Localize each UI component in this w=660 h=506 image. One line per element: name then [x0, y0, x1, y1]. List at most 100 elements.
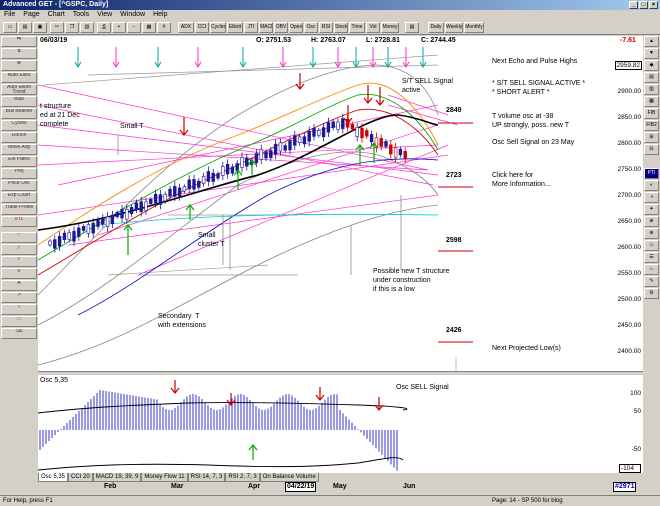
left-tool-0[interactable]: ⇆ [1, 36, 37, 47]
left-tool-text[interactable]: A [1, 280, 37, 291]
left-tool-donch[interactable]: Donch [1, 132, 37, 143]
left-tool-auto-elliot[interactable]: Auto Elliot [1, 72, 37, 83]
tool-vol[interactable]: Vol [366, 22, 380, 33]
right-tool-4[interactable]: ▥ [644, 84, 659, 95]
tab-obv[interactable]: On Balance Volume [259, 473, 319, 482]
right-tool-8[interactable]: ⊞ [644, 132, 659, 143]
chart-icon[interactable]: ▦ [142, 22, 156, 33]
right-tool-pti[interactable]: PTI [644, 168, 659, 179]
tab-macd[interactable]: MACD 19, 39, 9 [92, 473, 142, 482]
paste-icon[interactable]: ▥ [80, 22, 94, 33]
tab-rsi-2[interactable]: RSI 2, 7, 3 [225, 473, 260, 482]
open-icon[interactable]: ▤ [18, 22, 32, 33]
more-information-link[interactable]: Click here for More Information... [492, 172, 551, 188]
tool-rsi[interactable]: RSI [319, 22, 333, 33]
price-chart-pane[interactable]: 2959.82 2900.00 2850.00 2800.00 2750.00 … [38, 45, 643, 372]
grid-icon[interactable]: # [157, 22, 171, 33]
tab-money-flow[interactable]: Money Flow 11 [141, 473, 188, 482]
maximize-icon[interactable]: □ [639, 1, 648, 9]
left-tool-proj[interactable]: Proj [1, 168, 37, 179]
right-tool-11[interactable]: ◐ [644, 180, 659, 191]
tool-money-flow[interactable]: Money Flow [381, 22, 399, 33]
right-tool-5[interactable]: ▦ [644, 96, 659, 107]
tool-time-cycl[interactable]: Time Cycl [349, 22, 365, 33]
right-tool-13[interactable]: ✦ [644, 204, 659, 215]
cut-icon[interactable]: ✂ [50, 22, 64, 33]
left-tool-fib[interactable]: ≡ [1, 268, 37, 279]
tool-osc[interactable]: Osc [304, 22, 318, 33]
left-tool-arrow[interactable]: ↗ [1, 292, 37, 303]
tab-osc[interactable]: Osc 5,35 [38, 473, 69, 482]
left-tool-auto-elliott-trend[interactable]: Auto Elliott Trend [1, 84, 37, 95]
left-tool-move-avg[interactable]: Move Avg [1, 144, 37, 155]
menu-view[interactable]: View [97, 11, 113, 18]
tab-cci[interactable]: CCI 20 [68, 473, 93, 482]
left-tool-ext-paths[interactable]: Ext Paths [1, 156, 37, 167]
left-tool-price-osc[interactable]: Price Osc [1, 180, 37, 191]
right-tool-16[interactable]: ◇ [644, 240, 659, 251]
print-icon[interactable]: ⎙ [97, 22, 111, 33]
menu-window[interactable]: Window [120, 11, 146, 18]
right-tool-0[interactable]: ▲ [644, 36, 659, 47]
tool-jti[interactable]: JTI [244, 22, 258, 33]
oscillator-pane[interactable]: Osc 5,35 Osc SELL Signal 100 50 -50 -104 [38, 375, 643, 473]
left-tool-bias[interactable]: Bias [1, 96, 37, 107]
left-tool-cycles[interactable]: Cycles [1, 120, 37, 131]
right-tool-18[interactable]: ⌂ [644, 264, 659, 275]
left-tool-rect[interactable]: □ [1, 316, 37, 327]
menu-tools[interactable]: Tools [72, 11, 90, 18]
left-tool-erase[interactable]: ⌫ [1, 328, 37, 339]
timeframe-monthly[interactable]: Monthly [464, 22, 484, 33]
left-tool-hand[interactable]: ☞ [1, 232, 37, 243]
candle-body [379, 138, 383, 147]
left-tool-1[interactable]: ⇅ [1, 48, 37, 59]
tool-cycles[interactable]: Cycles [210, 22, 226, 33]
zoom-out-icon[interactable]: − [127, 22, 141, 33]
left-tool-trade-profile[interactable]: Trade Profile [1, 204, 37, 215]
right-tool-fib[interactable]: FIB [644, 108, 659, 119]
right-tool-14[interactable]: ⊕ [644, 216, 659, 227]
tool-adx[interactable]: ADX SSD [178, 22, 194, 33]
tool-cci[interactable]: CCI [195, 22, 209, 33]
right-tool-1[interactable]: ▼ [644, 48, 659, 59]
left-tool-bull-bearish[interactable]: Bull Bearish [1, 108, 37, 119]
menu-chart[interactable]: Chart [47, 11, 65, 18]
minimize-icon[interactable]: _ [629, 1, 638, 9]
candle-body [177, 187, 182, 197]
level-2598: 2598 [446, 237, 462, 244]
left-tool-line[interactable]: ╱ [1, 244, 37, 255]
new-icon[interactable]: ▭ [3, 22, 17, 33]
level-2723: 2723 [446, 172, 462, 179]
tool-stock[interactable]: Stock [334, 22, 348, 33]
tool-extra-1[interactable]: ▤ [405, 22, 419, 33]
candle-body [360, 127, 364, 139]
copy-icon[interactable]: ❐ [65, 22, 79, 33]
left-tool-xtl[interactable]: XTL [1, 216, 37, 227]
right-tool-17[interactable]: ☰ [644, 252, 659, 263]
right-tool-2[interactable]: ◆ [644, 60, 659, 71]
right-tool-15[interactable]: ⊗ [644, 228, 659, 239]
timeframe-weekly[interactable]: Weekly [445, 22, 463, 33]
right-tool-19[interactable]: ✎ [644, 276, 659, 287]
left-tool-exp-chart[interactable]: Exp Chart [1, 192, 37, 203]
right-tool-3[interactable]: ▤ [644, 72, 659, 83]
right-tool-fib2[interactable]: FIB2 [644, 120, 659, 131]
menu-page[interactable]: Page [23, 11, 40, 18]
tab-rsi-14[interactable]: RSI 14, 7, 3 [187, 473, 226, 482]
tool-elliott[interactable]: Elliott Trig [227, 22, 243, 33]
close-icon[interactable]: × [649, 1, 658, 9]
right-tool-9[interactable]: ⊟ [644, 144, 659, 155]
tool-open-int[interactable]: Open Int [289, 22, 303, 33]
left-tool-circle[interactable]: ○ [1, 304, 37, 315]
zoom-in-icon[interactable]: + [112, 22, 126, 33]
right-tool-12[interactable]: ◑ [644, 192, 659, 203]
timeframe-daily[interactable]: Daily [428, 22, 444, 33]
tool-obv[interactable]: OBV [274, 22, 288, 33]
left-tool-channel[interactable]: ⫽ [1, 256, 37, 267]
save-icon[interactable]: ▣ [33, 22, 47, 33]
left-tool-2[interactable]: ⊕ [1, 60, 37, 71]
menu-file[interactable]: File [4, 11, 16, 18]
menu-help[interactable]: Help [153, 11, 168, 18]
tool-macd[interactable]: MACD [259, 22, 273, 33]
right-tool-20[interactable]: ⚙ [644, 288, 659, 299]
